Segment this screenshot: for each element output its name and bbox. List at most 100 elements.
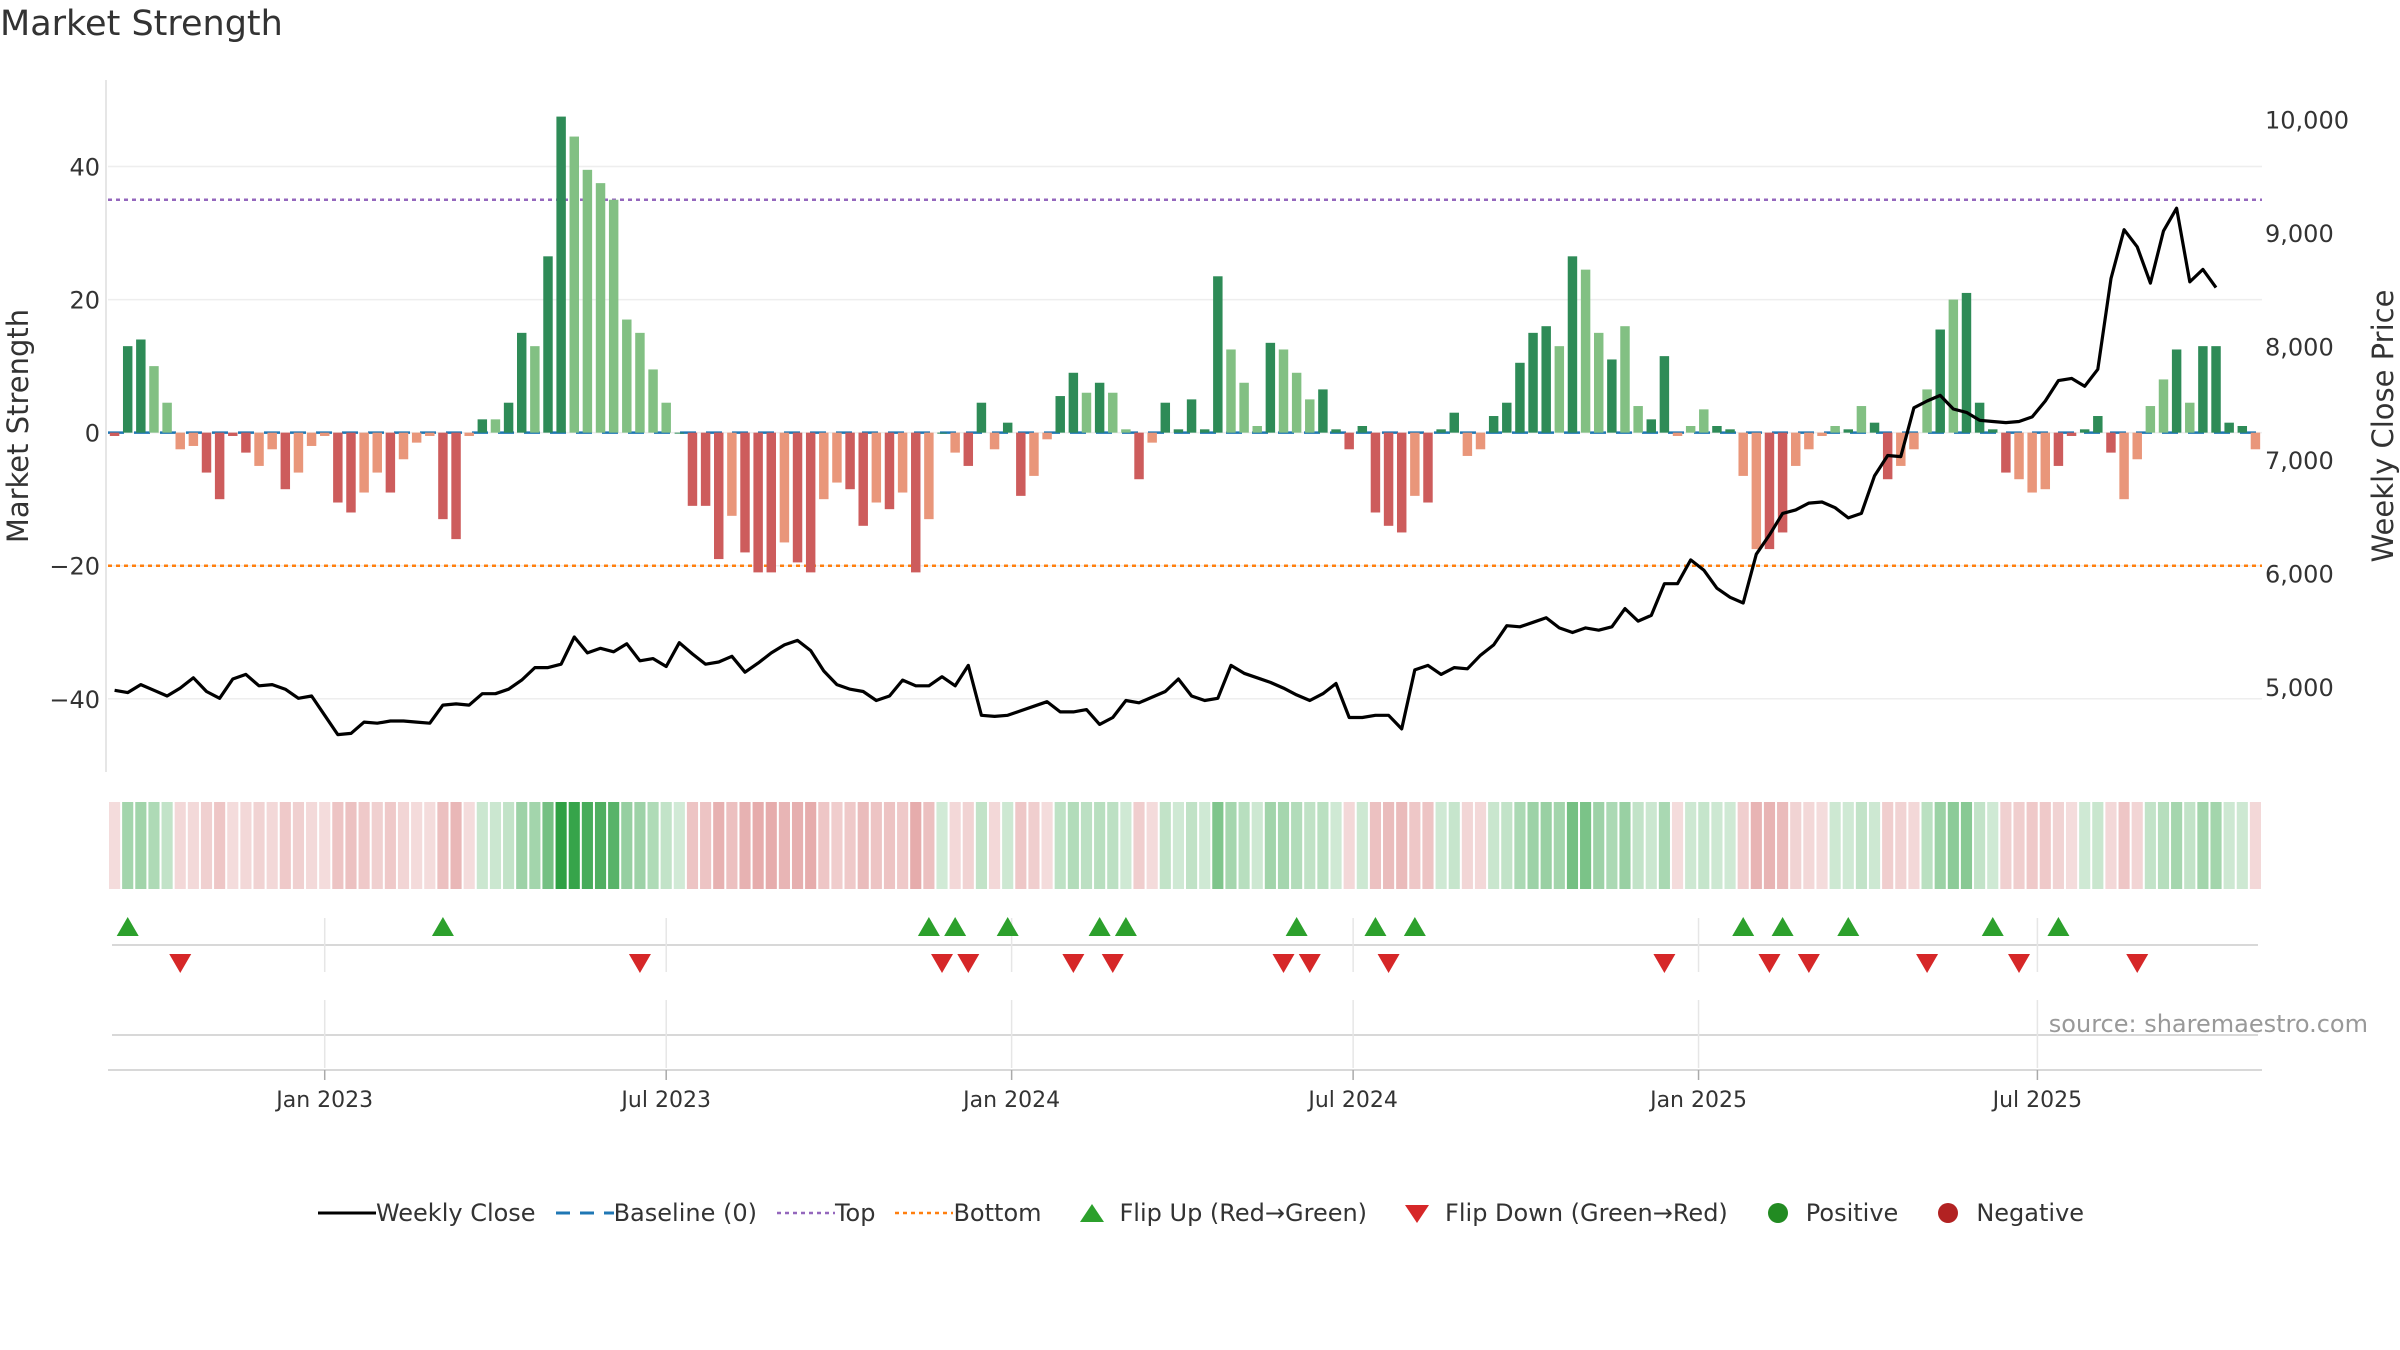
heat-cell [319,802,331,889]
strength-bar [333,432,343,503]
legend-item-flip_down[interactable]: Flip Down (Green→Red) [1385,1198,1728,1228]
heat-cell [1474,802,1487,889]
strength-bar [1252,426,1262,433]
heat-cell [214,802,226,889]
strength-bar [2119,432,2129,500]
strength-bar [1475,432,1486,450]
heat-cell [1711,802,1723,889]
heat-cell [489,802,502,889]
heat-cell [476,802,488,889]
weekly-close-line [114,206,2218,737]
heat-cell [621,802,633,889]
heat-cell [1133,802,1145,889]
heat-cell [2223,802,2235,889]
strength-bar [385,432,396,493]
strength-bar [1278,349,1289,433]
strength-bar [2066,432,2077,436]
x-tick-label: Jan 2025 [1648,1088,1747,1113]
strength-bar [1173,429,1184,433]
strength-bar [1318,389,1328,433]
strength-bar [687,432,698,506]
heat-cell [332,802,344,889]
strength-bar [950,432,960,453]
legend-item-top[interactable]: Top [775,1198,875,1228]
strength-bar [1935,329,1945,433]
heat-cell [594,802,607,889]
heat-cell [1330,802,1342,889]
strength-bar [937,432,947,434]
legend-symbol-flip_up [1079,1204,1104,1222]
strength-bar [162,402,172,433]
heat-cell [700,802,712,889]
legend-item-negative_dot[interactable]: Negative [1916,1198,2084,1228]
heat-cell [791,802,804,889]
strength-bar [214,432,225,500]
flip-down-marker [1377,954,1400,973]
flip-up-marker [1114,917,1137,936]
strength-bar [2224,422,2234,433]
flip-up-marker [431,917,454,936]
flip-up-marker [1771,917,1794,936]
strength-bar [2237,426,2248,433]
strength-bar [661,402,671,433]
legend-item-positive_dot[interactable]: Positive [1746,1198,1898,1228]
strength-bar [516,332,527,433]
y-tick-label-right: 5,000 [2265,674,2334,702]
strength-bar [543,256,553,433]
strength-bar [1449,412,1459,433]
heat-cell [1067,802,1079,889]
heat-cell [1422,802,1434,889]
strength-bar [2093,416,2103,433]
strength-bar [2132,432,2142,460]
flip-up-marker [1364,917,1387,936]
heat-cell [608,802,620,889]
heat-cell [555,802,567,889]
strength-bar [1764,432,1775,550]
legend-item-baseline[interactable]: Baseline (0) [554,1198,757,1228]
heat-cell [634,802,646,889]
time-axis: Jan 2023 Jul 2023 Jan 2024 Jul 2024 Jan 2025… [274,1070,2082,1113]
strength-bar [1843,429,1854,433]
strength-bar [1659,356,1670,433]
heat-cell [1803,802,1815,889]
strength-bar [1016,432,1026,496]
strength-bar [2014,432,2024,480]
x-tick-label: Jan 2023 [274,1088,373,1113]
heat-cell [1724,802,1736,889]
strength-bar [963,432,974,466]
strength-bar [1804,432,1814,450]
strength-bar [1094,382,1105,433]
legend-item-bottom[interactable]: Bottom [893,1198,1042,1228]
heat-cell [1540,802,1552,889]
strength-bar [477,419,488,433]
strength-bar [1541,326,1551,433]
strength-bar [1396,432,1407,533]
strength-bar [766,432,777,573]
strength-bar [976,402,987,433]
strength-bar [1830,426,1840,433]
heat-cell [1619,802,1631,889]
y-tick-label-right: 8,000 [2265,334,2334,362]
strength-bar [372,432,382,473]
legend-item-close[interactable]: Weekly Close [316,1198,536,1228]
heat-cell [2039,802,2051,889]
legend-symbol-positive_dot [1767,1203,1788,1223]
legend-item-flip_up[interactable]: Flip Up (Red→Green) [1060,1198,1367,1228]
strength-bar [175,432,185,450]
strength-bar [792,432,803,563]
strength-bar [582,169,593,433]
heat-cell [345,802,357,889]
strength-bar [1961,292,1972,433]
heat-cell [1015,802,1027,889]
strength-bar [293,432,304,473]
heat-cell [174,802,186,889]
strength-bar [2040,432,2051,490]
strength-bar [1725,429,1735,433]
strength-bar [254,432,264,466]
strength-bar [727,432,737,516]
heat-cell [923,802,935,889]
heat-cell [1658,802,1670,889]
heat-cell [2236,802,2248,889]
heat-cell [1606,802,1618,889]
heat-cell [1882,802,1894,889]
